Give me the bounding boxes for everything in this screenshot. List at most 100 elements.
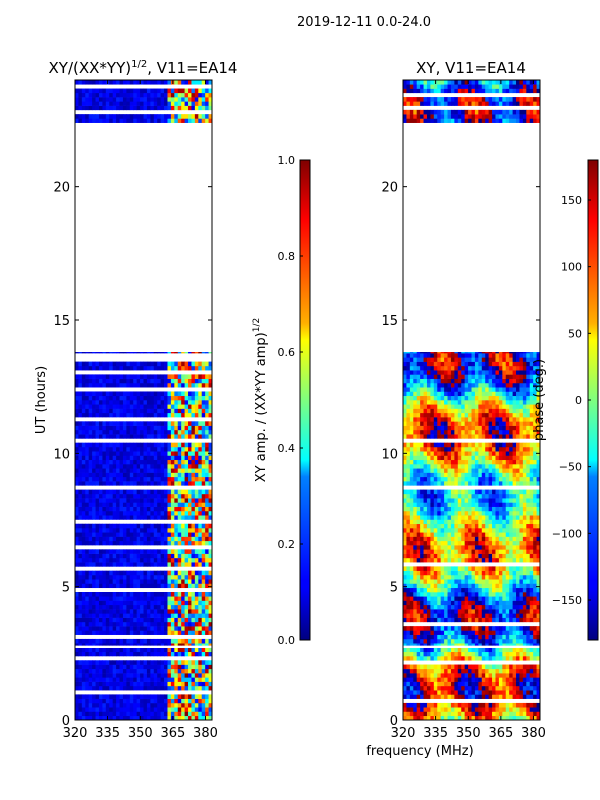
left-heatmap-cell: [112, 455, 117, 461]
right-heatmap-cell: [430, 545, 435, 550]
left-heatmap-cell: [95, 604, 100, 610]
left-heatmap-cell: [133, 570, 138, 576]
left-heatmap-cell: [188, 361, 192, 367]
left-heatmap-cell: [146, 583, 151, 589]
left-heatmap-cell: [136, 395, 141, 401]
right-heatmap-cell: [420, 677, 424, 682]
left-heatmap-cell: [143, 374, 148, 379]
left-heatmap-cell: [116, 673, 120, 678]
left-heatmap-cell: [122, 374, 127, 379]
left-heatmap-cell: [92, 404, 96, 409]
right-heatmap-cell: [533, 664, 537, 670]
right-heatmap-cell: [430, 648, 435, 653]
left-heatmap-cell: [167, 694, 172, 699]
left-heatmap-cell: [140, 502, 144, 507]
left-heatmap-cell: [75, 702, 79, 708]
left-heatmap-cell: [140, 604, 144, 610]
left-heatmap-cell: [98, 434, 103, 439]
left-heatmap-cell: [116, 97, 120, 102]
left-heatmap-cell: [188, 400, 192, 405]
left-heatmap-cell: [177, 472, 182, 478]
right-heatmap-cell: [529, 613, 534, 618]
left-heatmap-cell: [174, 446, 179, 452]
left-heatmap-cell: [174, 626, 179, 631]
left-heatmap-cell: [198, 660, 203, 665]
left-heatmap-cell: [157, 378, 162, 384]
left-heatmap-cell: [188, 442, 192, 448]
left-heatmap-cell: [205, 476, 209, 482]
left-heatmap-cell: [150, 378, 155, 384]
left-heatmap-cell: [160, 698, 165, 704]
left-heatmap-cell: [153, 502, 158, 507]
right-heatmap-cell: [447, 626, 452, 631]
left-heatmap-cell: [146, 352, 151, 354]
left-heatmap-cell: [170, 617, 175, 623]
left-heatmap-cell: [116, 114, 120, 119]
right-heatmap-cell: [444, 579, 448, 584]
right-heatmap-cell: [450, 626, 455, 631]
left-heatmap-cell: [205, 118, 209, 123]
left-heatmap-cell: [170, 361, 175, 367]
left-heatmap-cell: [136, 502, 141, 507]
right-heatmap-cell: [529, 638, 534, 644]
left-heatmap-cell: [184, 429, 189, 435]
right-heatmap-cell: [409, 673, 414, 678]
left-heatmap-cell: [153, 434, 158, 439]
right-heatmap-cell: [433, 528, 438, 533]
left-heatmap-cell: [92, 702, 96, 708]
left-heatmap-cell: [92, 583, 96, 589]
left-heatmap-cell: [184, 681, 189, 687]
left-heatmap-cell: [208, 617, 212, 623]
left-heatmap-cell: [201, 114, 206, 119]
right-heatmap-cell: [450, 553, 455, 559]
left-heatmap-cell: [188, 694, 192, 699]
right-heatmap-cell: [474, 604, 479, 610]
left-heatmap-cell: [112, 476, 117, 482]
left-heatmap-cell: [181, 579, 185, 584]
right-heatmap-cell: [471, 613, 476, 618]
left-heatmap-cell: [140, 626, 144, 631]
right-heatmap-cell: [485, 648, 490, 653]
left-heatmap-cell: [205, 404, 209, 409]
right-heatmap-cell: [526, 592, 531, 597]
right-heatmap-cell: [492, 523, 496, 529]
left-heatmap-cell: [126, 408, 131, 414]
right-heatmap-cell: [512, 553, 517, 559]
right-heatmap-cell: [406, 540, 411, 546]
left-heatmap-cell: [170, 382, 175, 388]
left-heatmap-cell: [133, 510, 138, 516]
right-heatmap-cell: [505, 553, 510, 559]
right-heatmap-cell: [533, 685, 537, 691]
left-heatmap-cell: [116, 685, 120, 691]
right-heatmap-cell: [444, 587, 448, 593]
left-heatmap-cell: [116, 378, 120, 384]
right-heatmap-cell: [505, 600, 510, 606]
left-heatmap-cell: [174, 702, 179, 708]
left-heatmap-cell: [85, 549, 90, 554]
right-heatmap-cell: [457, 519, 462, 525]
left-heatmap-cell: [194, 609, 199, 614]
right-heatmap-cell: [471, 711, 476, 717]
right-heatmap-cell: [437, 638, 442, 644]
right-heatmap-cell: [457, 685, 462, 691]
left-heatmap-cell: [78, 707, 83, 712]
left-heatmap-cell: [164, 446, 168, 452]
left-heatmap-cell: [105, 668, 110, 674]
right-heatmap-cell: [505, 574, 510, 580]
left-heatmap-cell: [191, 540, 196, 546]
left-heatmap-cell: [153, 626, 158, 631]
left-heatmap-cell: [153, 459, 158, 465]
left-heatmap-cell: [201, 361, 206, 367]
right-heatmap-cell: [440, 553, 445, 559]
left-heatmap-cell: [112, 570, 117, 576]
right-heatmap-cell: [433, 711, 438, 717]
left-heatmap-cell: [81, 468, 86, 473]
left-heatmap-cell: [181, 707, 185, 712]
right-heatmap-cell: [447, 711, 452, 717]
left-heatmap-cell: [143, 528, 148, 533]
left-heatmap-cell: [119, 481, 124, 486]
right-heatmap-cell: [423, 592, 428, 597]
left-heatmap-cell: [181, 648, 185, 653]
left-heatmap-cell: [105, 118, 110, 123]
left-heatmap-cell: [188, 643, 192, 646]
